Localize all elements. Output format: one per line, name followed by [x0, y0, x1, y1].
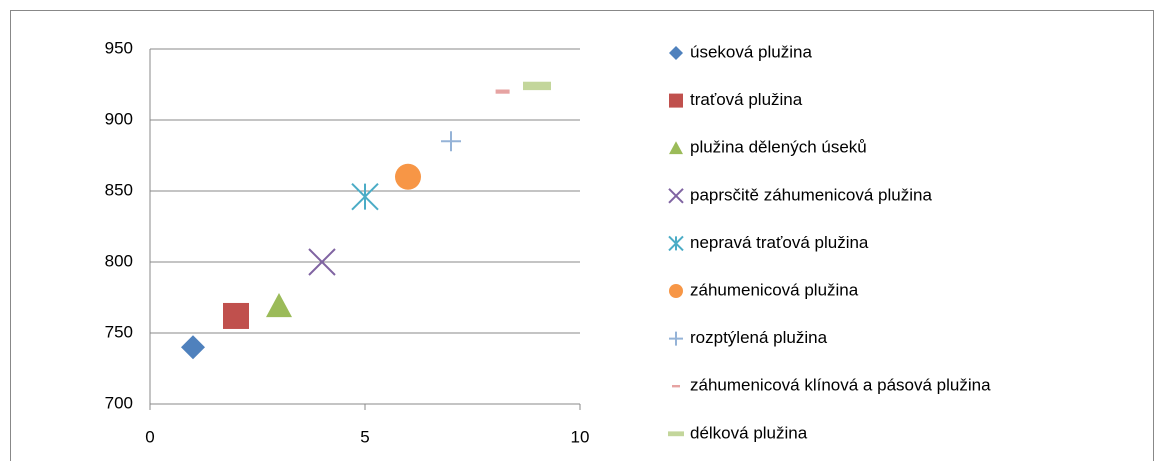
chart-frame [10, 10, 1154, 466]
marker [395, 163, 421, 190]
marker [495, 89, 510, 94]
marker [669, 284, 683, 298]
legend-label: záhumenicová plužina [690, 280, 859, 299]
marker [181, 335, 205, 360]
marker [351, 182, 379, 211]
y-tick-label: 850 [105, 180, 133, 199]
marker [441, 131, 461, 152]
legend-label: délková plužina [690, 423, 808, 442]
marker [668, 188, 684, 204]
legend-label: nepravá traťová plužina [690, 233, 869, 252]
legend-label: traťová plužina [690, 90, 803, 109]
y-tick-label: 900 [105, 109, 133, 128]
legend-label: záhumenicová klínová a pásová plužina [690, 376, 991, 395]
legend-label: plužina dělených úseků [690, 138, 867, 157]
y-tick-label: 950 [105, 38, 133, 57]
marker [672, 385, 680, 388]
y-tick-label: 750 [105, 322, 133, 341]
x-tick-label: 10 [571, 427, 590, 446]
y-tick-label: 700 [105, 393, 133, 412]
marker [669, 93, 683, 108]
y-tick-label: 800 [105, 251, 133, 270]
legend-label: úseková plužina [690, 42, 812, 61]
marker [669, 331, 683, 346]
marker [668, 235, 684, 252]
legend-label: paprsčitě záhumenicová plužina [690, 185, 932, 204]
marker [266, 293, 292, 318]
marker [308, 248, 336, 276]
x-tick-label: 0 [145, 427, 154, 446]
legend-label: rozptýlená plužina [690, 328, 828, 347]
marker [523, 81, 551, 91]
marker [223, 302, 249, 329]
marker [669, 46, 683, 60]
marker [668, 431, 684, 437]
marker [669, 141, 683, 155]
x-tick-label: 5 [360, 427, 369, 446]
